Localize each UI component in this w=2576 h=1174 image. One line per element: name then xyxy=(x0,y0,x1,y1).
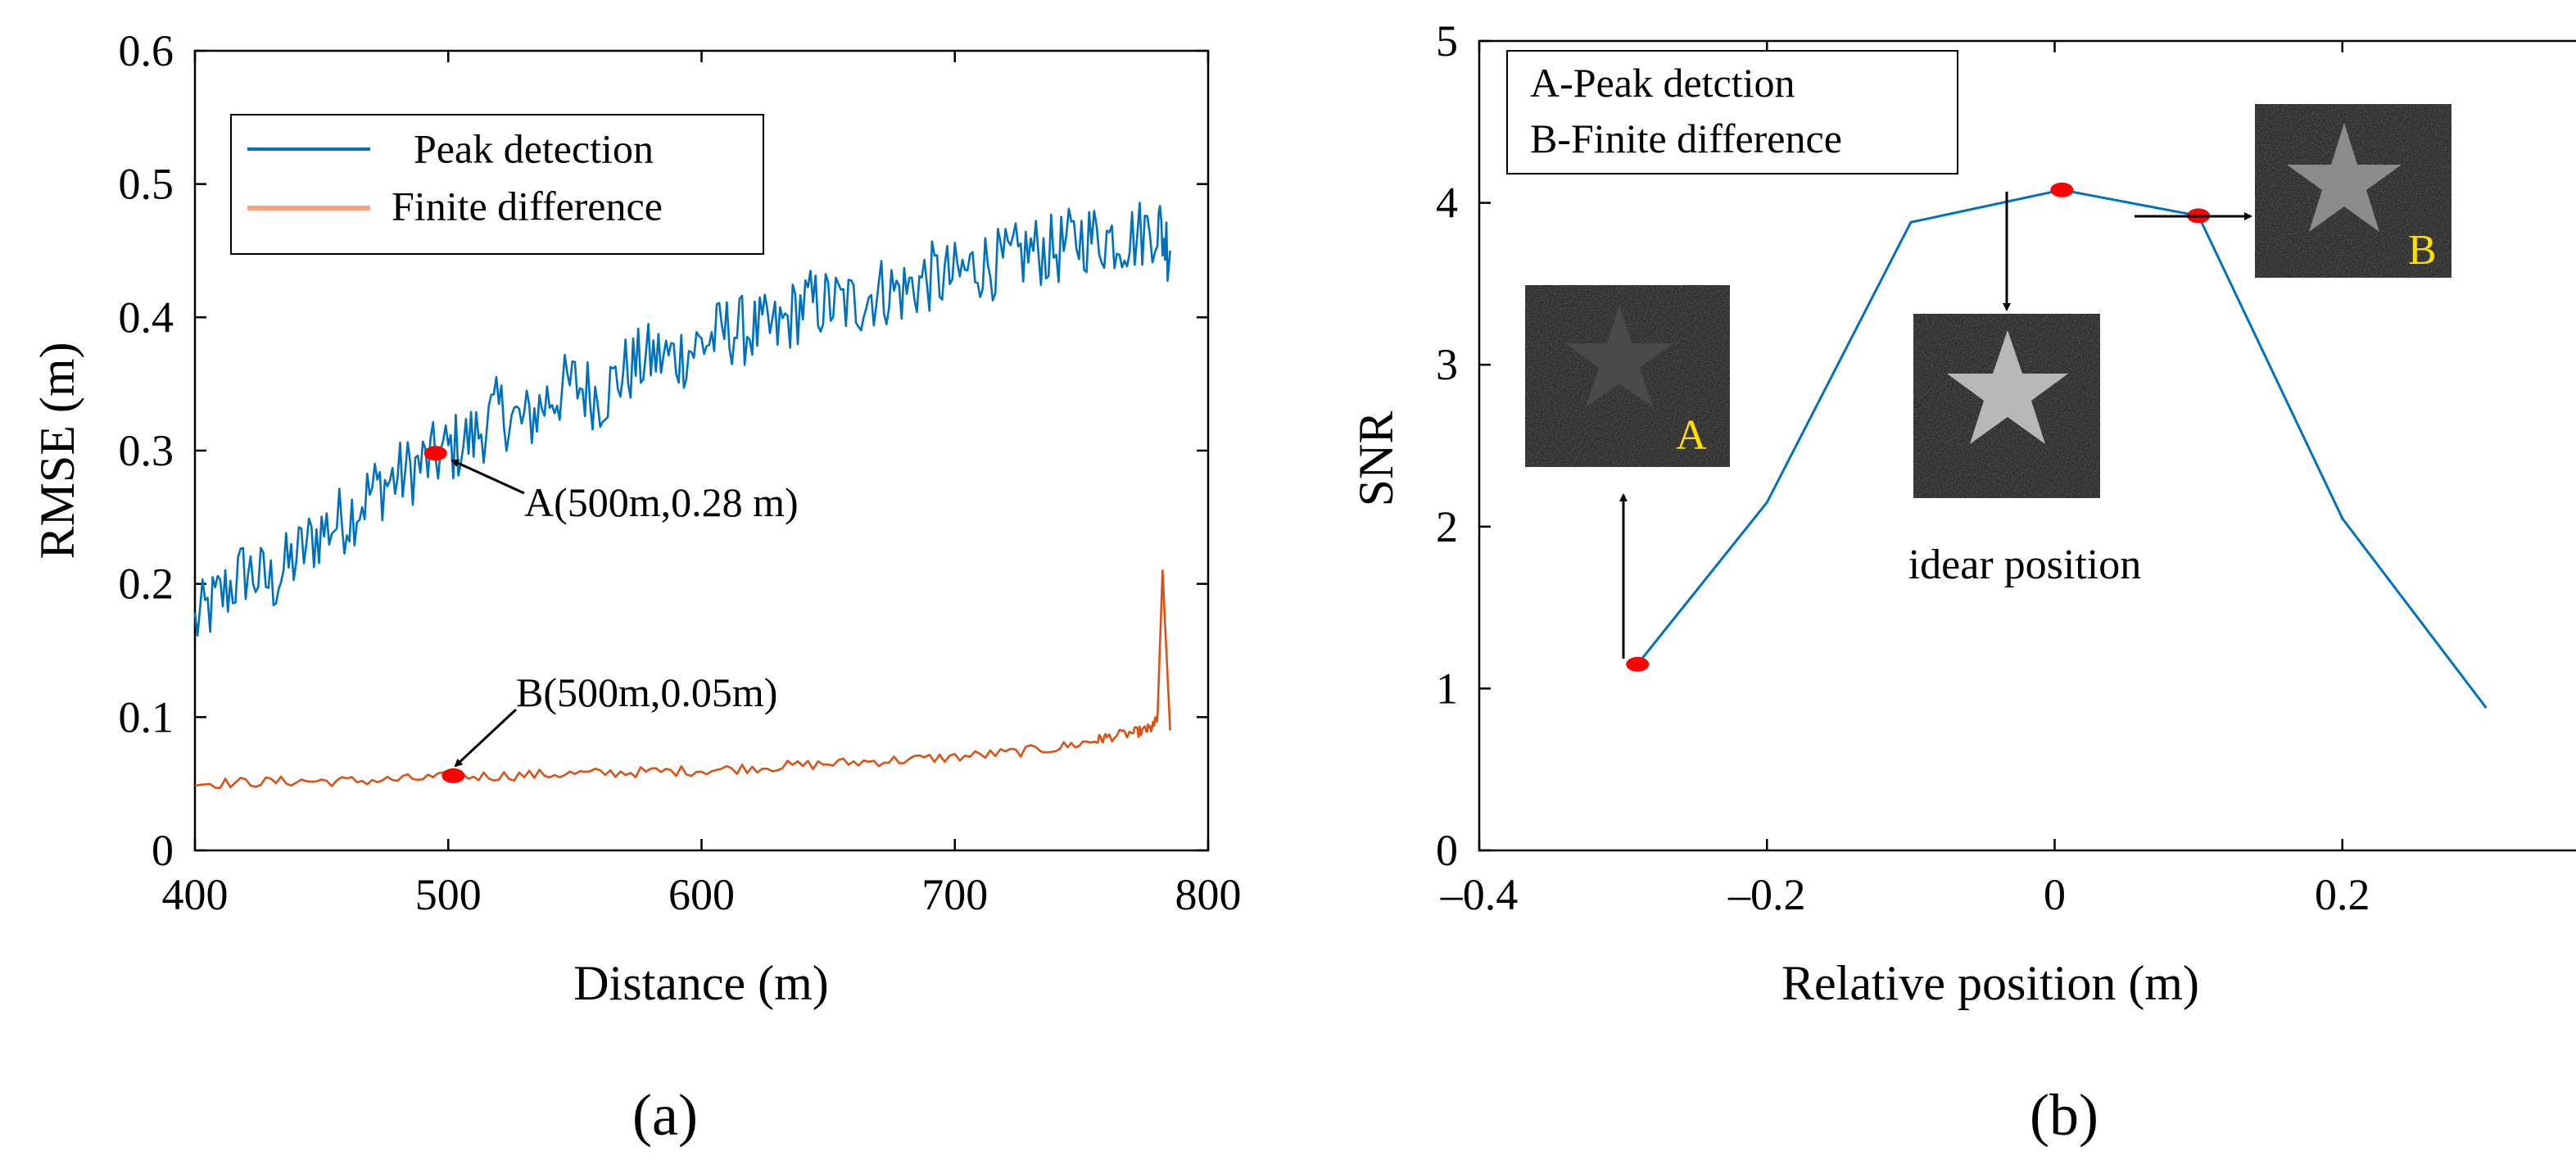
y-tick-label: 0.3 xyxy=(119,426,174,475)
x-tick-label: 800 xyxy=(1175,870,1242,919)
x-tick-label: 700 xyxy=(921,870,988,919)
legend-label-a: A-Peak detction xyxy=(1530,60,1795,106)
thumbnail-a: A xyxy=(1525,285,1730,467)
x-tick-label: 500 xyxy=(415,870,482,919)
x-tick-label: 600 xyxy=(668,870,735,919)
y-tick-label: 0.5 xyxy=(119,160,174,209)
legend-label-b: B-Finite difference xyxy=(1530,116,1842,161)
panel-label-b: (b) xyxy=(2030,1082,2098,1148)
xlabel-b: Relative position (m) xyxy=(1781,956,2199,1010)
y-tick-label: 0.1 xyxy=(119,692,174,741)
panel-a: 400 500 600 700 800 0 0.1 0.2 0.3 0.4 0.5 0.6 Peak … xyxy=(30,26,1242,1148)
marker-point-b xyxy=(441,768,465,783)
thumbnail-label-a: A xyxy=(1676,412,1707,459)
series-line-peak-detection xyxy=(193,202,1171,637)
y-tick-label: 1 xyxy=(1436,664,1458,713)
thumbnail-ideal xyxy=(1913,314,2100,498)
x-tick-label: 400 xyxy=(162,870,229,919)
y-tick-label: 0.2 xyxy=(119,560,174,609)
annotation-ideal-position: idear position xyxy=(1908,542,2142,588)
x-tick-label: 0 xyxy=(2044,870,2066,919)
thumbnail-label-b: B xyxy=(2408,227,2437,274)
ticks-b: –0.4–0.200.20.4012345 xyxy=(1436,16,2370,919)
ticks-a: 400 500 600 700 800 0 0.1 0.2 0.3 0.4 0.5 0.6 xyxy=(119,26,1242,919)
x-tick-label: 0.2 xyxy=(2315,870,2370,919)
star-icon xyxy=(2287,123,2402,232)
y-tick-label: 3 xyxy=(1436,340,1458,389)
y-tick-label: 0 xyxy=(152,826,174,875)
ylabel-b: SNR xyxy=(1349,411,1403,507)
annotation-a: A(500m,0.28 m) xyxy=(524,479,799,525)
y-tick-label: 4 xyxy=(1436,179,1458,228)
marker-point-a xyxy=(1626,656,1650,672)
arrow-a xyxy=(450,459,525,495)
thumbnail-b: B xyxy=(2255,104,2452,278)
legend-a: Peak detection Finite difference xyxy=(230,114,764,255)
ylabel-a: RMSE (m) xyxy=(30,342,84,559)
legend-b: A-Peak detction B-Finite difference xyxy=(1506,50,1958,175)
panel-b: –0.4–0.200.20.4012345 A B A-Peak detct xyxy=(1349,16,2576,1148)
x-tick-label: –0.4 xyxy=(1440,870,1519,919)
legend-label-finite-difference: Finite difference xyxy=(392,183,663,229)
legend-label-peak-detection: Peak detection xyxy=(414,125,654,171)
y-tick-label: 0.4 xyxy=(119,292,174,342)
marker-point-ideal xyxy=(2050,182,2074,197)
y-tick-label: 0 xyxy=(1436,826,1458,875)
series-line-finite-difference xyxy=(194,569,1171,790)
panel-label-a: (a) xyxy=(632,1082,698,1148)
star-icon xyxy=(1565,305,1673,407)
annotation-b: B(500m,0.05m) xyxy=(516,669,777,715)
y-tick-label: 0.6 xyxy=(119,26,174,75)
marker-point-a xyxy=(423,446,447,461)
star-icon xyxy=(1947,330,2068,444)
y-tick-label: 2 xyxy=(1436,502,1458,551)
arrow-b xyxy=(454,708,518,768)
y-tick-label: 5 xyxy=(1436,16,1458,66)
xlabel-a: Distance (m) xyxy=(573,956,829,1010)
series-a xyxy=(193,202,1171,790)
x-tick-label: –0.2 xyxy=(1727,870,1806,919)
